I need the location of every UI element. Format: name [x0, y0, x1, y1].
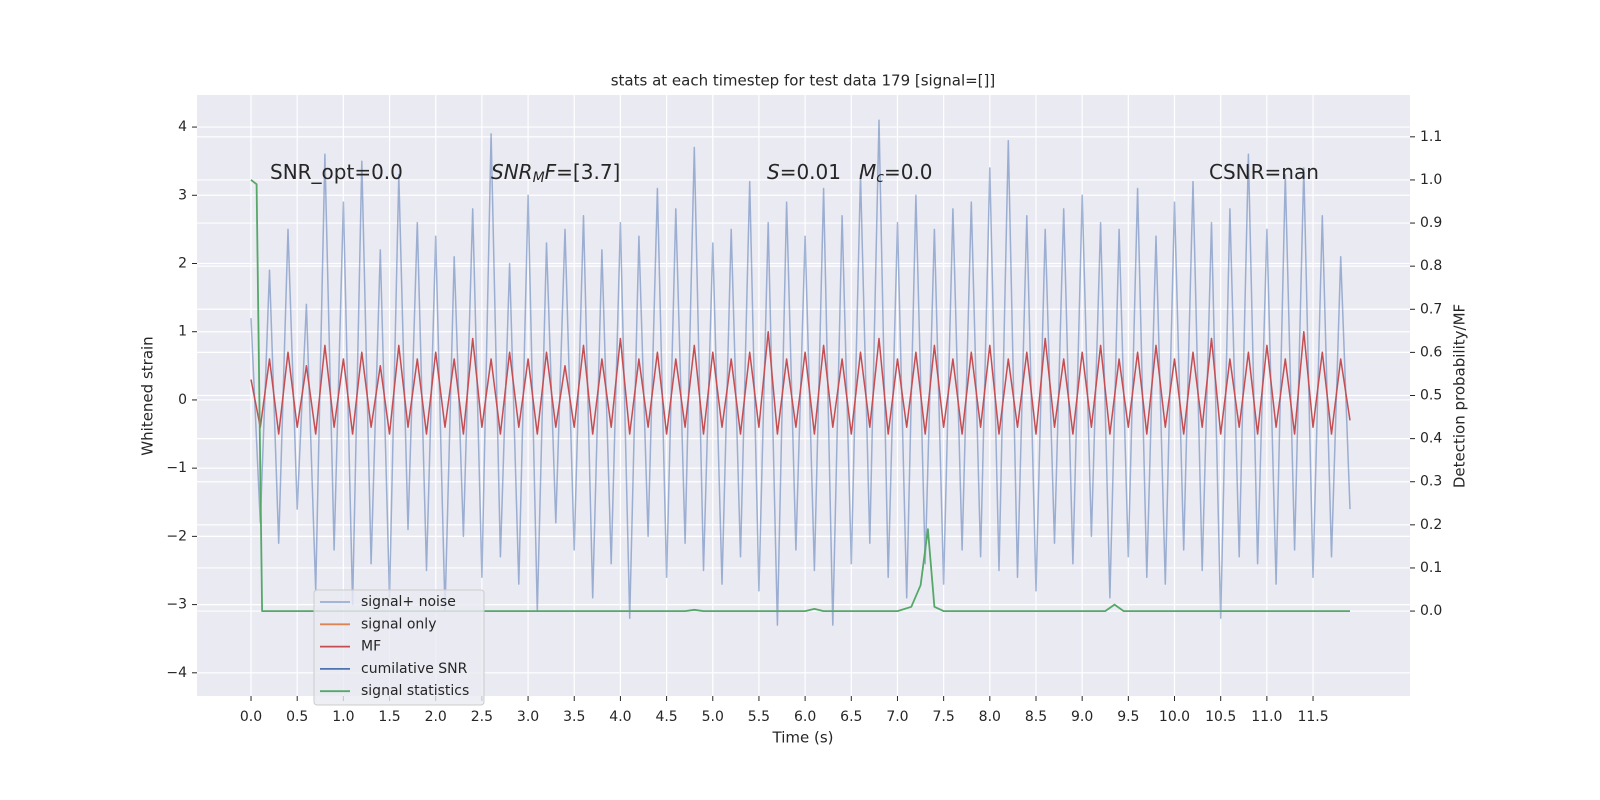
y2-tick-label: 1.0 — [1420, 172, 1442, 188]
y2-tick-label: 0.1 — [1420, 560, 1442, 576]
x-tick-label: 6.0 — [794, 709, 816, 725]
annotation: SNRMF=[3.7] — [491, 160, 620, 187]
annotation-part: =0.01 — [780, 160, 841, 184]
annotation-part: SNR — [491, 160, 533, 184]
y2-tick-label: 0.2 — [1420, 517, 1442, 533]
annotation-part: S — [767, 160, 780, 184]
series-line — [250, 330, 1351, 435]
annotation: SNR_opt=0.0 — [270, 160, 403, 184]
x-tick-label: 11.5 — [1297, 709, 1328, 725]
legend-label: MF — [361, 639, 381, 655]
y2-tick-label: 0.8 — [1420, 258, 1442, 274]
x-tick-label: 10.5 — [1205, 709, 1236, 725]
y2-tick-label: 0.0 — [1420, 603, 1442, 619]
marks: SNR_opt=0.0 SNRMF=[3.7] S=0.01 Mc=0.0 CSNR=n… — [250, 119, 1351, 626]
annotation-part: M — [859, 160, 876, 184]
annotation-part: M — [533, 170, 545, 186]
x-axis-label: Time (s) — [772, 729, 834, 747]
x-tick-label: 4.0 — [609, 709, 631, 725]
annotation: S=0.01 — [767, 160, 841, 184]
annotation-part: =[3.7] — [556, 160, 620, 184]
y-tick-label: 4 — [178, 119, 187, 135]
x-tick-label: 2.0 — [425, 709, 447, 725]
legend-label: signal statistics — [361, 683, 469, 699]
y2-tick-label: 0.5 — [1420, 388, 1442, 404]
x-tick-label: 10.0 — [1159, 709, 1190, 725]
annotation: CSNR=nan — [1209, 160, 1319, 184]
y-tick-label: −4 — [166, 665, 187, 681]
x-tick-label: 3.0 — [517, 709, 539, 725]
annotation-part: SNR_opt=0.0 — [270, 160, 403, 184]
annotation-part: CSNR=nan — [1209, 160, 1319, 184]
x-tick-label: 1.0 — [332, 709, 354, 725]
legend-box — [313, 589, 485, 706]
grid — [197, 95, 1410, 696]
x-tick-label: 3.5 — [563, 709, 585, 725]
labels: 0.0 0.5 1.0 1.5 2.0 2.5 3.0 3.5 4.0 4.5 5.0 5.5 6.0 6… — [166, 119, 1442, 725]
y2-tick-label: 0.9 — [1420, 215, 1442, 231]
y-tick-label: 2 — [178, 255, 187, 271]
annotation: Mc=0.0 — [859, 160, 933, 187]
y2-tick-label: 0.7 — [1420, 301, 1442, 317]
legend-label: cumilative SNR — [361, 661, 468, 677]
y-tick-label: −2 — [166, 528, 187, 544]
y2-tick-label: 1.1 — [1420, 129, 1442, 145]
legend: signal+ noise signal only MF cumilative SNR… — [313, 589, 485, 706]
x-tick-label: 1.5 — [378, 709, 400, 725]
y-tick-label: −3 — [166, 597, 187, 613]
y-tick-label: 3 — [178, 187, 187, 203]
annotation-part: c — [876, 170, 884, 186]
y-axis-label: Whitened strain — [139, 336, 157, 455]
legend-label: signal only — [361, 616, 436, 632]
x-tick-label: 6.5 — [840, 709, 862, 725]
annotation-part: F — [545, 160, 557, 184]
x-tick-label: 0.5 — [286, 709, 308, 725]
x-tick-label: 8.0 — [979, 709, 1001, 725]
x-tick-label: 5.0 — [702, 709, 724, 725]
y-tick-label: 0 — [178, 392, 187, 408]
x-tick-label: 9.5 — [1117, 709, 1139, 725]
annotation-part: =0.0 — [884, 160, 933, 184]
y2-tick-label: 0.4 — [1420, 431, 1442, 447]
y-tick-label: 1 — [178, 324, 187, 340]
x-tick-label: 2.5 — [471, 709, 493, 725]
x-tick-label: 9.0 — [1071, 709, 1093, 725]
x-tick-label: 4.5 — [655, 709, 677, 725]
x-tick-label: 8.5 — [1025, 709, 1047, 725]
y2-tick-label: 0.6 — [1420, 344, 1442, 360]
x-tick-label: 11.0 — [1251, 709, 1282, 725]
x-tick-label: 7.5 — [933, 709, 955, 725]
x-tick-label: 5.5 — [748, 709, 770, 725]
y2-tick-label: 0.3 — [1420, 474, 1442, 490]
y2-axis-label: Detection probability/MF — [1451, 304, 1469, 488]
y-tick-label: −1 — [166, 460, 187, 476]
legend-label: signal+ noise — [361, 594, 456, 610]
series-line — [250, 179, 1350, 612]
chart-title: stats at each timestep for test data 179… — [611, 72, 996, 90]
x-tick-label: 0.0 — [240, 709, 262, 725]
x-tick-label: 7.0 — [886, 709, 908, 725]
